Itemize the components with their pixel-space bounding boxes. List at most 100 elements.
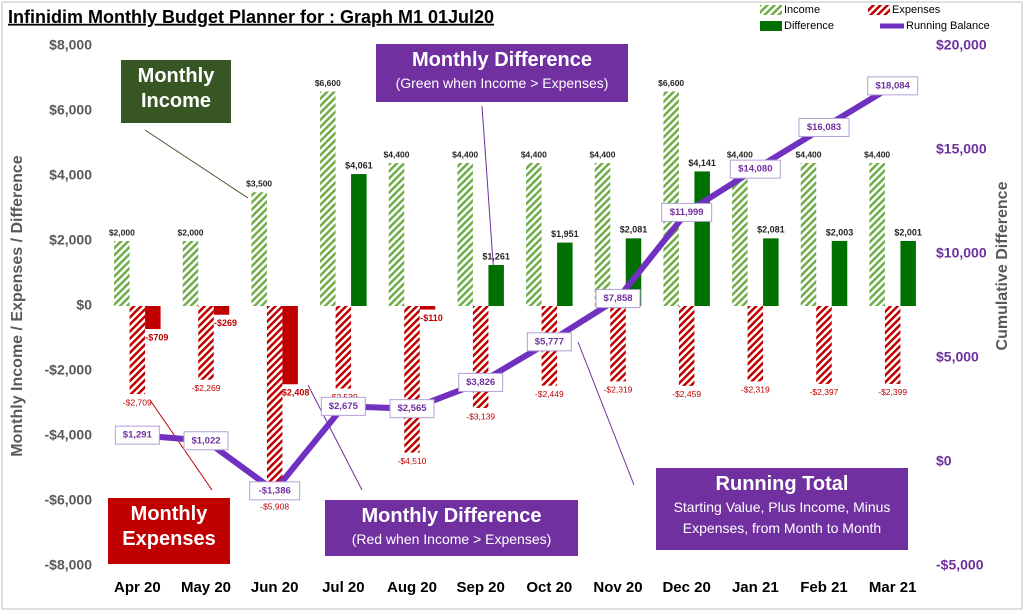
- value-label: -$4,510: [398, 456, 427, 466]
- y-tick-label: $8,000: [49, 37, 92, 53]
- annotation-title: Monthly Difference: [361, 505, 542, 527]
- value-label: $4,400: [864, 149, 890, 159]
- annotation: Monthly Income: [121, 60, 231, 123]
- label-box: [526, 332, 572, 352]
- pointer: [307, 384, 363, 491]
- value-label: $4,400: [590, 149, 616, 159]
- value-label: -$2,459: [672, 389, 701, 399]
- annotation: Monthly Difference (Red when Income > Exp…: [325, 500, 578, 556]
- annotation-title: Running Total: [715, 473, 849, 495]
- label-box: [249, 481, 301, 501]
- bar: [732, 163, 748, 306]
- pointer: [481, 105, 496, 291]
- bar: [404, 306, 420, 453]
- bar: [816, 306, 832, 384]
- label-box: [595, 289, 641, 309]
- bar: [800, 163, 817, 306]
- label-box: [389, 399, 435, 419]
- annotation-text: (Red when Income > Expenses): [351, 531, 552, 547]
- bar: [198, 306, 214, 380]
- value-label: $7,858: [603, 293, 632, 304]
- bar: [419, 306, 436, 310]
- value-label: $2,081: [757, 225, 785, 235]
- bar: [831, 240, 848, 306]
- bar: [266, 306, 283, 499]
- value-label: $4,400: [452, 149, 478, 159]
- bar: [557, 242, 573, 306]
- bar: [388, 163, 405, 306]
- y-tick-label: -$8,000: [45, 557, 93, 573]
- legend-swatch: [760, 5, 782, 15]
- y-tick-label: $2,000: [49, 232, 92, 248]
- x-tick-label: Dec 20: [662, 579, 710, 596]
- bar: [472, 306, 489, 409]
- bar: [610, 306, 626, 382]
- bar: [182, 241, 199, 306]
- value-label: $4,400: [384, 149, 410, 159]
- bar: [526, 163, 542, 306]
- value-label: -$2,319: [741, 385, 770, 395]
- value-label: $2,081: [620, 225, 648, 235]
- bar: [351, 174, 367, 306]
- value-label: $18,084: [875, 80, 910, 91]
- x-tick-label: Aug 20: [387, 579, 437, 596]
- y2-tick-label: $0: [936, 453, 952, 469]
- value-label: $6,600: [315, 78, 341, 88]
- pointer: [577, 341, 635, 486]
- value-label: -$2,399: [878, 387, 907, 397]
- value-label: -$2,319: [604, 385, 633, 395]
- bar: [129, 306, 146, 395]
- label-box: [867, 76, 919, 96]
- value-label: $16,083: [807, 122, 841, 133]
- pointer: [144, 129, 249, 199]
- value-label: $14,080: [738, 164, 772, 175]
- value-label: $2,675: [329, 401, 359, 412]
- y-tick-label: $0: [76, 297, 92, 313]
- value-label: $1,291: [123, 430, 153, 441]
- value-label: -$2,397: [810, 387, 839, 397]
- y2-tick-label: $5,000: [936, 349, 979, 365]
- annotation-title: Monthly Income: [137, 65, 215, 112]
- value-label: -$2,449: [535, 389, 564, 399]
- bar: [145, 306, 161, 330]
- label-box: [320, 396, 366, 416]
- value-label: -$269: [214, 318, 237, 328]
- label-box: [114, 425, 160, 445]
- value-label: $3,826: [466, 377, 495, 388]
- bar: [251, 192, 267, 306]
- x-tick-label: Jun 20: [251, 579, 299, 596]
- value-label: $2,000: [109, 227, 135, 237]
- value-label: -$5,908: [260, 501, 289, 511]
- y2-tick-label: -$5,000: [936, 557, 984, 573]
- value-label: -$2,408: [279, 388, 310, 398]
- bar: [594, 163, 611, 306]
- value-label: $6,600: [658, 78, 684, 88]
- y2-tick-label: $10,000: [936, 245, 987, 261]
- legend-label: Difference: [784, 20, 834, 32]
- x-tick-label: Sep 20: [456, 579, 504, 596]
- x-tick-label: Mar 21: [869, 579, 917, 596]
- value-label: $1,951: [551, 229, 579, 239]
- annotation: Monthly Difference (Green when Income > E…: [376, 44, 628, 102]
- pointer: [149, 399, 213, 491]
- value-label: -$3,139: [466, 411, 495, 421]
- x-tick-label: Jul 20: [322, 579, 365, 596]
- value-label: $2,565: [397, 403, 427, 414]
- bar: [282, 306, 298, 385]
- value-label: $5,777: [535, 336, 564, 347]
- annotation: Running Total Starting Value, Plus Income…: [656, 468, 908, 550]
- y-axis-title: Monthly Income / Expenses / Difference: [9, 155, 26, 457]
- x-tick-label: May 20: [181, 579, 231, 596]
- value-label: $11,999: [670, 207, 704, 218]
- value-label: $4,400: [727, 149, 753, 159]
- annotation-text: (Green when Income > Expenses): [395, 75, 609, 91]
- bar: [114, 241, 130, 306]
- bar: [320, 91, 336, 306]
- bar: [884, 306, 901, 384]
- label-box: [183, 431, 229, 451]
- bar: [457, 163, 473, 306]
- value-label: $1,261: [482, 251, 510, 261]
- x-tick-label: Apr 20: [114, 579, 161, 596]
- value-label: -$709: [145, 332, 168, 342]
